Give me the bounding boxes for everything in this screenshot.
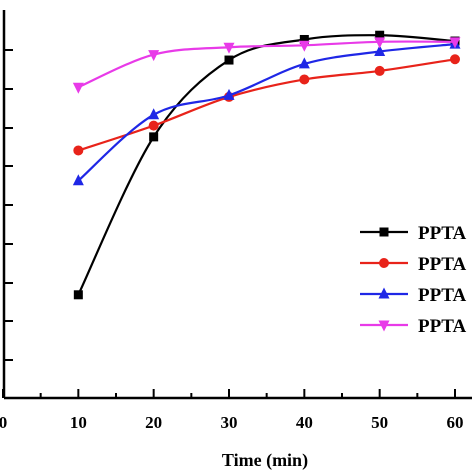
series-2-point-50: [374, 45, 386, 57]
series-2-line: [77, 43, 456, 182]
series-2-point-30: [223, 88, 235, 100]
series-0-point-30: [224, 55, 234, 65]
y-axis-ticks: [4, 49, 13, 361]
series-1-point-20: [148, 120, 159, 131]
legend-marker-3: [378, 320, 390, 332]
series-2-point-10: [72, 174, 84, 186]
series-2-point-40: [298, 57, 310, 69]
series-1-point-10: [73, 145, 84, 156]
series-group: [72, 30, 461, 300]
legend-label-3: PPTA: [418, 316, 466, 337]
series-1-point-40: [299, 74, 310, 85]
x-axis-ticks: 0 10 20 30 40 50 60: [0, 389, 464, 432]
series-0-point-40: [299, 34, 309, 44]
series-0: [73, 30, 460, 300]
series-3-point-30: [223, 42, 235, 54]
series-0-line: [77, 34, 456, 296]
x-tick-label-50: 50: [371, 413, 388, 432]
legend-label-0: PPTA: [418, 223, 466, 244]
x-axis-title: Time (min): [222, 450, 308, 471]
series-1: [73, 54, 460, 156]
x-tick-label-40: 40: [296, 413, 313, 432]
legend-marker-0: [379, 227, 389, 237]
legend-marker-2: [378, 287, 390, 299]
series-3-point-20: [148, 50, 160, 62]
series-0-point-20: [149, 132, 159, 142]
series-0-point-10: [73, 290, 83, 300]
series-3-point-60: [449, 37, 461, 49]
series-1-point-60: [450, 54, 460, 65]
series-3: [72, 37, 461, 94]
x-tick-label-10: 10: [70, 413, 87, 432]
series-3-point-40: [298, 40, 310, 52]
x-tick-label-30: 30: [221, 413, 238, 432]
x-tick-label-60: 60: [447, 413, 464, 432]
series-2: [72, 37, 461, 186]
legend-label-2: PPTA: [418, 285, 466, 306]
series-1-point-50: [374, 65, 385, 76]
series-2-point-20: [148, 108, 160, 120]
legend: PPTA PPTA PPTA PPTA: [360, 223, 466, 337]
series-3-point-10: [72, 82, 84, 94]
series-0-point-50: [375, 30, 385, 40]
series-3-point-50: [374, 37, 386, 49]
series-3-line: [77, 40, 456, 89]
legend-marker-1: [379, 258, 389, 268]
legend-label-1: PPTA: [418, 254, 466, 275]
series-1-line: [77, 58, 456, 152]
x-tick-label-0: 0: [0, 413, 7, 432]
x-tick-label-20: 20: [145, 413, 162, 432]
